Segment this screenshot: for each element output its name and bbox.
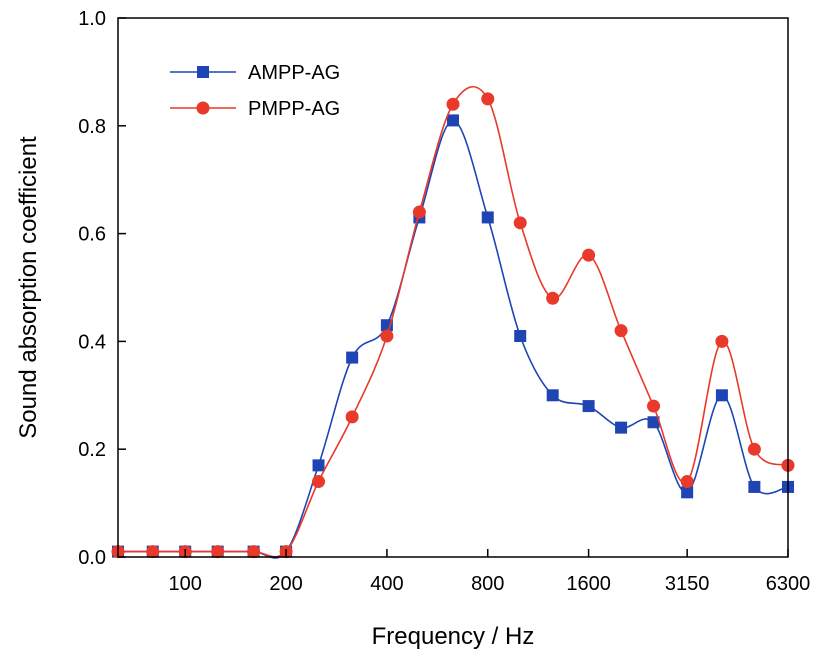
- series-layer: [111, 86, 795, 559]
- data-point-pmpp-ag: [380, 329, 394, 343]
- data-point-pmpp-ag: [647, 399, 661, 413]
- data-point-ampp-ag: [681, 486, 694, 499]
- data-point-pmpp-ag: [481, 92, 495, 106]
- plot-area-frame: [117, 17, 789, 558]
- y-tick-label: 0.8: [78, 116, 106, 138]
- series-ampp-ag: [112, 114, 794, 559]
- data-point-pmpp-ag: [146, 545, 160, 559]
- data-point-pmpp-ag: [715, 334, 729, 348]
- data-point-pmpp-ag: [446, 97, 460, 111]
- x-tick-label: 400: [370, 573, 403, 595]
- data-point-pmpp-ag: [312, 475, 326, 489]
- data-point-pmpp-ag: [546, 291, 560, 305]
- y-tick-label: 0.4: [78, 331, 106, 353]
- data-point-pmpp-ag: [513, 216, 527, 230]
- data-point-ampp-ag: [514, 330, 527, 343]
- legend-label-ampp-ag: AMPP-AG: [248, 62, 340, 84]
- data-point-ampp-ag: [715, 389, 728, 402]
- y-axis-title: Sound absorption coefficient: [15, 136, 42, 439]
- legend-label-pmpp-ag: PMPP-AG: [248, 98, 340, 120]
- x-tick-label: 3150: [665, 573, 710, 595]
- x-tick-label: 800: [471, 573, 504, 595]
- x-axis-title: Frequency / Hz: [372, 623, 535, 650]
- legend: AMPP-AG PMPP-AG: [170, 62, 340, 120]
- x-tick-label: 6300: [766, 573, 811, 595]
- x-tick-label: 100: [169, 573, 202, 595]
- data-point-pmpp-ag: [614, 324, 628, 338]
- data-point-pmpp-ag: [680, 475, 694, 489]
- data-point-ampp-ag: [481, 211, 494, 224]
- y-tick-label: 1.0: [78, 8, 106, 30]
- legend-marker-pmpp-ag: [196, 101, 210, 115]
- data-point-ampp-ag: [546, 389, 559, 402]
- data-point-pmpp-ag: [747, 442, 761, 456]
- legend-item-ampp-ag: AMPP-AG: [170, 62, 340, 84]
- data-point-ampp-ag: [615, 421, 628, 434]
- data-point-ampp-ag: [447, 114, 459, 127]
- y-tick-label: 0.6: [78, 224, 106, 246]
- y-tick-label: 0.0: [78, 547, 106, 569]
- data-point-pmpp-ag: [247, 545, 261, 559]
- data-point-pmpp-ag: [211, 545, 225, 559]
- legend-item-pmpp-ag: PMPP-AG: [170, 98, 340, 120]
- data-point-ampp-ag: [346, 351, 359, 364]
- x-tick-label: 200: [269, 573, 302, 595]
- series-pmpp-ag: [111, 86, 795, 559]
- data-point-ampp-ag: [312, 459, 325, 472]
- axis-ticks: 0.0 0.2 0.4 0.6 0.8 1.0 100 200 400 800 1600 3150 63…: [78, 8, 810, 595]
- data-point-pmpp-ag: [582, 248, 596, 262]
- x-tick-label: 1600: [566, 573, 611, 595]
- data-point-ampp-ag: [647, 416, 660, 429]
- data-point-ampp-ag: [582, 400, 595, 413]
- data-point-pmpp-ag: [412, 205, 426, 219]
- data-point-ampp-ag: [748, 480, 761, 493]
- data-point-pmpp-ag: [345, 410, 359, 424]
- y-tick-label: 0.2: [78, 439, 106, 461]
- legend-marker-ampp-ag: [197, 66, 209, 78]
